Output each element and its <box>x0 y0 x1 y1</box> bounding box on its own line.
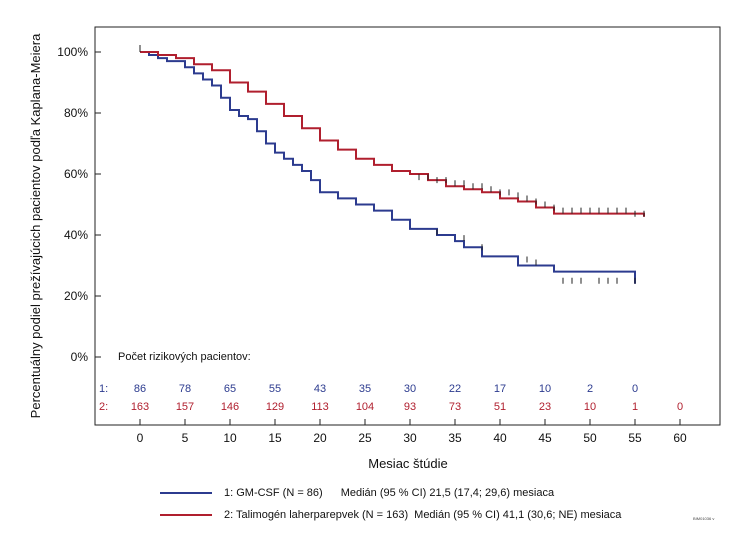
risk-value: 1 <box>632 401 638 413</box>
x-tick-label: 40 <box>493 431 507 445</box>
survival-curves <box>139 45 645 284</box>
risk-value: 163 <box>131 401 149 413</box>
legend-median-gm-csf: Medián (95 % CI) 21,5 (17,4; 29,6) mesia… <box>340 487 555 499</box>
risk-value: 22 <box>449 383 461 395</box>
x-axis-title: Mesiac štúdie <box>368 456 447 471</box>
legend-swatch-talimogen <box>160 514 212 516</box>
risk-value: 146 <box>221 401 239 413</box>
risk-value: 78 <box>179 383 191 395</box>
risk-row-label: 2: <box>99 401 108 413</box>
x-tick-label: 0 <box>137 431 144 445</box>
y-tick-label: 80% <box>64 106 88 120</box>
risk-value: 0 <box>677 401 683 413</box>
legend-label-talimogen: 2: Talimogén laherparepvek (N = 163) <box>224 509 409 521</box>
y-axis-title: Percentuálny podiel prežívajúcich pacien… <box>28 33 43 418</box>
x-tick-label: 55 <box>628 431 642 445</box>
x-tick-label: 30 <box>403 431 417 445</box>
risk-value: 23 <box>539 401 551 413</box>
risk-value: 51 <box>494 401 506 413</box>
y-tick-label: 40% <box>64 228 88 242</box>
risk-value: 93 <box>404 401 416 413</box>
document-code: BIM01036 v <box>693 516 715 521</box>
risk-row-label: 1: <box>99 383 108 395</box>
risk-table-title: Počet rizikových pacientov: <box>118 351 251 363</box>
y-tick-label: 20% <box>64 289 88 303</box>
plot-frame <box>94 26 721 426</box>
risk-value: 113 <box>311 401 329 413</box>
x-axis: 0 5 10 15 20 25 30 35 40 45 50 55 60 <box>137 419 687 445</box>
x-tick-label: 60 <box>673 431 687 445</box>
risk-value: 10 <box>539 383 551 395</box>
y-tick-label: 0% <box>71 350 89 364</box>
x-tick-label: 35 <box>448 431 462 445</box>
risk-table: Počet rizikových pacientov: 1: 86 78 65 55 43… <box>99 351 683 413</box>
risk-value: 17 <box>494 383 506 395</box>
x-tick-label: 25 <box>358 431 372 445</box>
risk-value: 30 <box>404 383 416 395</box>
risk-value: 73 <box>449 401 461 413</box>
y-axis: 0% 20% 40% 60% 80% 100% <box>57 45 101 364</box>
legend: 1: GM-CSF (N = 86) Medián (95 % CI) 21,5… <box>160 482 720 526</box>
risk-value: 35 <box>359 383 371 395</box>
legend-median-talimogen: Medián (95 % CI) 41,1 (30,6; NE) mesiaca <box>414 509 622 521</box>
y-tick-label: 60% <box>64 167 88 181</box>
risk-value: 55 <box>269 383 281 395</box>
x-tick-label: 15 <box>268 431 282 445</box>
x-tick-label: 10 <box>223 431 237 445</box>
x-tick-label: 50 <box>583 431 597 445</box>
risk-value: 0 <box>632 383 638 395</box>
legend-item-gm-csf: 1: GM-CSF (N = 86) Medián (95 % CI) 21,5… <box>160 482 720 504</box>
risk-value: 104 <box>356 401 374 413</box>
risk-value: 65 <box>224 383 236 395</box>
risk-value: 10 <box>584 401 596 413</box>
series-line-2 <box>140 51 645 217</box>
x-tick-label: 45 <box>538 431 552 445</box>
legend-item-talimogen: 2: Talimogén laherparepvek (N = 163) Med… <box>160 504 720 526</box>
risk-value: 129 <box>266 401 284 413</box>
x-tick-label: 5 <box>182 431 189 445</box>
risk-value: 2 <box>587 383 593 395</box>
y-tick-label: 100% <box>57 45 88 59</box>
risk-value: 43 <box>314 383 326 395</box>
legend-label-gm-csf: 1: GM-CSF (N = 86) <box>224 487 323 499</box>
legend-swatch-gm-csf <box>160 492 212 494</box>
risk-value: 157 <box>176 401 194 413</box>
series-line-1 <box>140 51 636 284</box>
x-tick-label: 20 <box>313 431 327 445</box>
risk-value: 86 <box>134 383 146 395</box>
